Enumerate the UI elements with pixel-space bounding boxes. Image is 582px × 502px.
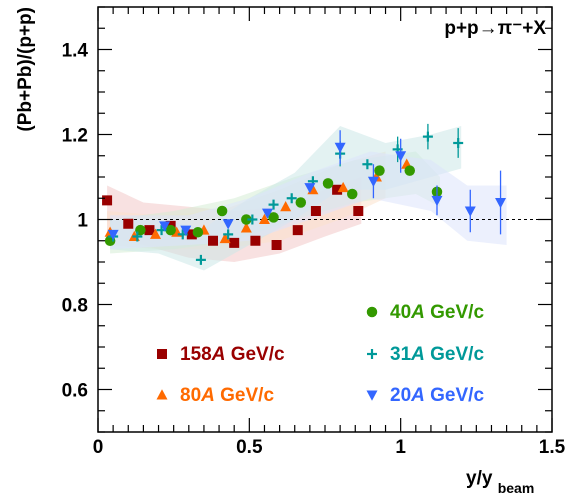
legend-energy-value: 40	[390, 302, 411, 323]
x-axis-title-subscript: beam	[498, 480, 535, 496]
y-axis-title: (Pb+Pb)/(p+p)	[15, 7, 36, 132]
data-point-158-8	[271, 240, 282, 250]
data-point-158-7	[250, 235, 261, 246]
legend-energy-value: 80	[180, 385, 201, 406]
data-point-40-5	[241, 214, 252, 225]
data-point-158-11	[332, 184, 343, 195]
legend-marker-31	[367, 349, 377, 359]
data-point-40-8	[322, 178, 334, 189]
data-point-80-2	[150, 228, 162, 239]
y-tick-label: 0.8	[62, 296, 88, 317]
x-tick-label: 1	[395, 437, 406, 458]
data-point-20-7	[367, 176, 379, 187]
axis-tick-labels: 0 0.5 1 1.5 0.6 0.8 1 1.2 1.4	[62, 41, 566, 459]
data-point-158-12	[353, 206, 364, 216]
data-point-158-5	[208, 235, 219, 246]
data-point-20-2	[180, 225, 192, 236]
data-point-31-4	[195, 254, 206, 265]
data-point-80-7	[258, 213, 270, 224]
legend-mass-number: A	[410, 344, 425, 365]
y-tick-label: 1.4	[62, 41, 89, 62]
legend-energy-value: 158	[180, 344, 212, 365]
data-point-40-7	[295, 197, 307, 208]
legend-label-80: 80A GeV/c	[180, 385, 274, 406]
legend-mass-number: A	[200, 385, 215, 406]
uncertainty-bands	[107, 126, 507, 271]
legend-label-31: 31A GeV/c	[390, 344, 484, 365]
data-point-20-11	[495, 198, 507, 209]
data-point-20-3	[222, 219, 234, 230]
x-tick-label: 0	[93, 437, 104, 458]
data-point-20-6	[334, 142, 346, 153]
legend-marker-40	[366, 306, 378, 318]
data-point-158-0	[102, 195, 113, 206]
data-point-20-5	[304, 183, 316, 194]
legend-label-158: 158A GeV/c	[180, 344, 285, 365]
data-point-31-11	[362, 159, 373, 170]
legend-unit: GeV/c	[425, 344, 485, 365]
data-point-31-8	[286, 193, 297, 204]
data-point-31-1	[132, 231, 143, 242]
data-point-20-0	[107, 229, 119, 241]
x-tick-label: 1.5	[539, 437, 566, 458]
y-tick-label: 0.6	[62, 381, 88, 402]
legend-marker-158	[157, 349, 167, 359]
data-point-40-4	[216, 205, 228, 217]
data-points	[102, 123, 507, 265]
legend-label-40: 40A GeV/c	[390, 302, 484, 323]
data-point-31-6	[247, 214, 258, 225]
data-point-31-13	[422, 131, 433, 142]
uncertainty-band-20	[110, 151, 507, 250]
data-point-80-5	[219, 232, 231, 244]
data-point-20-8	[395, 151, 407, 162]
legend-mass-number: A	[410, 385, 425, 406]
data-point-80-8	[280, 201, 292, 212]
data-point-40-6	[268, 212, 279, 223]
data-point-20-10	[464, 206, 476, 217]
legend-unit: GeV/c	[215, 385, 275, 406]
legend-energy-value: 31	[390, 344, 412, 365]
legend-marker-20	[366, 390, 378, 401]
x-axis-title-main: y/y	[466, 468, 493, 489]
data-point-158-10	[310, 206, 321, 216]
data-point-40-11	[404, 165, 415, 176]
legend-mass-number: A	[211, 344, 226, 365]
y-tick-label: 1	[77, 211, 88, 232]
data-point-158-4	[186, 229, 197, 240]
x-axis-title: y/y beam	[466, 468, 534, 496]
legend-label-20: 20A GeV/c	[390, 385, 484, 406]
data-point-40-2	[165, 224, 176, 236]
data-point-158-6	[229, 237, 240, 248]
legend-unit: GeV/c	[425, 385, 485, 406]
legend-mass-number: A	[410, 302, 425, 323]
data-point-40-10	[374, 165, 385, 176]
y-tick-label: 1.2	[62, 126, 88, 147]
data-point-40-3	[192, 227, 204, 238]
data-point-158-2	[144, 225, 155, 236]
chart-title: p+p→π⁻+X	[444, 18, 546, 39]
legend-energy-value: 20	[390, 385, 411, 406]
data-point-31-7	[268, 199, 279, 210]
legend-marker-80	[156, 389, 168, 400]
legend-unit: GeV/c	[425, 302, 485, 323]
data-point-20-4	[261, 208, 273, 219]
data-point-20-1	[159, 221, 171, 232]
data-point-20-9	[431, 195, 443, 207]
data-point-40-9	[346, 188, 358, 200]
legend-unit: GeV/c	[225, 344, 285, 365]
axis-ticks	[97, 6, 553, 433]
data-point-80-6	[240, 222, 252, 233]
data-point-31-14	[453, 138, 464, 148]
data-point-158-1	[123, 218, 134, 229]
data-point-80-10	[337, 181, 349, 193]
x-tick-label: 0.5	[236, 437, 263, 458]
data-point-158-9	[292, 225, 303, 236]
data-point-31-5	[223, 229, 234, 240]
